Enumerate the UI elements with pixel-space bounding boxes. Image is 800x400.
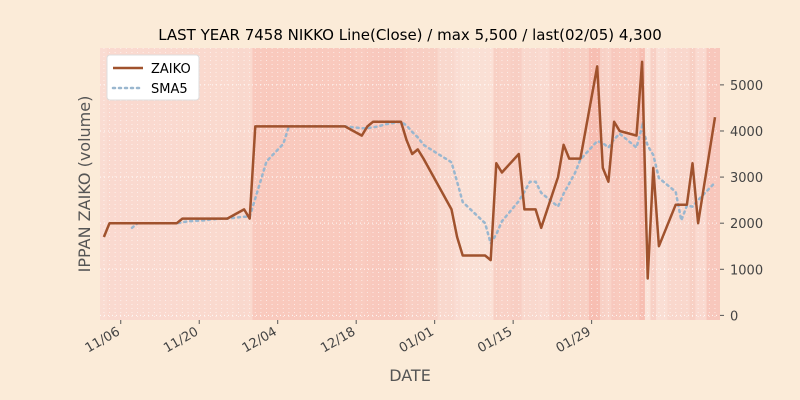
plot-background <box>100 48 720 320</box>
legend-label-sma5: SMA5 <box>151 82 188 97</box>
volume-band <box>616 48 629 320</box>
volume-band <box>314 48 326 320</box>
volume-band <box>667 48 679 320</box>
volume-band <box>145 48 158 320</box>
legend-label-zaiko: ZAIKO <box>151 62 191 77</box>
volume-band <box>100 48 107 320</box>
volume-band <box>695 48 707 320</box>
volume-band <box>628 48 640 320</box>
volume-band <box>392 48 404 320</box>
volume-band <box>510 48 522 320</box>
chart-title: LAST YEAR 7458 NIKKO Line(Close) / max 5… <box>158 26 662 44</box>
volume-band <box>577 48 589 320</box>
x-axis-title: DATE <box>389 366 431 385</box>
volume-band <box>473 48 488 320</box>
volume-band <box>207 48 217 320</box>
volume-band <box>235 48 247 320</box>
volume-band <box>381 48 393 320</box>
volume-band <box>157 48 169 320</box>
volume-band <box>224 48 236 320</box>
volume-band <box>459 48 474 320</box>
y-tick-label: 5000 <box>730 79 763 94</box>
volume-band <box>274 48 287 320</box>
volume-band <box>499 48 511 320</box>
volume-band <box>353 48 365 320</box>
y-tick-label: 0 <box>730 309 738 324</box>
y-tick-label: 1000 <box>730 263 763 278</box>
y-tick-label: 4000 <box>730 125 763 140</box>
volume-band <box>588 48 601 320</box>
volume-band <box>106 48 118 320</box>
lines-layer <box>102 60 717 280</box>
volume-band <box>302 48 315 320</box>
y-axis: 0 1000 2000 3000 4000 5000 <box>720 79 763 324</box>
volume-band <box>216 48 225 320</box>
volume-band <box>185 48 197 320</box>
legend: ZAIKO SMA5 <box>106 54 200 101</box>
volume-band <box>342 48 354 320</box>
volume-band <box>263 48 275 320</box>
volume-band <box>196 48 208 320</box>
y-tick-label: 2000 <box>730 217 763 232</box>
y-axis-title: IPPAN ZAIKO (volume) <box>75 96 94 273</box>
volume-band <box>117 48 130 320</box>
volume-band <box>538 48 550 320</box>
series-line-zaiko <box>102 60 717 280</box>
volume-band <box>656 48 668 320</box>
grid-layer <box>100 48 720 320</box>
y-tick-label: 3000 <box>730 171 763 186</box>
